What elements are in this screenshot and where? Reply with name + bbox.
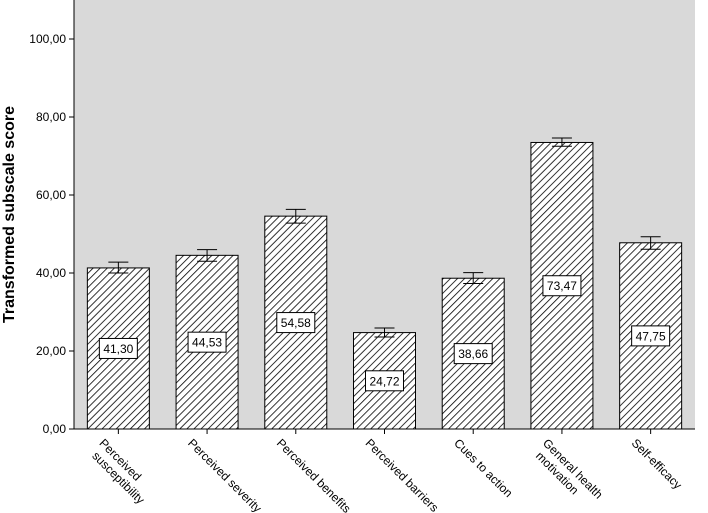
value-label: 44,53 <box>192 336 222 350</box>
x-tick-label: Perceived severity <box>185 436 264 513</box>
y-tick-label: 40,00 <box>36 266 66 280</box>
value-label: 47,75 <box>636 329 666 343</box>
value-label: 38,66 <box>458 347 488 361</box>
value-label-box <box>631 325 671 347</box>
value-label-box <box>276 312 316 334</box>
x-tick-label-line: Self-efficacy <box>629 436 685 492</box>
value-label-box <box>98 337 138 359</box>
value-label: 24,72 <box>369 374 399 388</box>
y-tick-label: 80,00 <box>36 110 66 124</box>
y-tick-label: 0,00 <box>43 422 67 436</box>
value-label-box <box>542 275 582 297</box>
y-axis: 0,00 20,00 40,00 60,00 80,00 100,00 <box>29 32 74 436</box>
value-label-box <box>365 370 404 392</box>
x-tick-label-line: Perceived benefits <box>274 436 354 513</box>
x-tick-label: Cues to action <box>451 436 515 500</box>
x-tick-label-line: Perceived barriers <box>363 436 442 513</box>
value-label: 54,58 <box>281 316 311 330</box>
value-label-box <box>187 331 227 353</box>
y-axis-title: Transformed subscale score <box>1 106 18 323</box>
x-tick-label: Perceived benefits <box>274 436 354 513</box>
value-label: 41,30 <box>103 342 133 356</box>
value-label-box <box>453 343 493 365</box>
value-label: 73,47 <box>547 279 577 293</box>
x-tick-label-line: Cues to action <box>451 436 515 500</box>
x-tick-label-line: Perceived severity <box>185 436 264 513</box>
bar <box>86 267 150 430</box>
y-tick-label: 60,00 <box>36 188 66 202</box>
y-tick-label: 20,00 <box>36 344 66 358</box>
x-tick-label: Self-efficacy <box>629 436 685 492</box>
y-tick-label: 100,00 <box>29 32 66 46</box>
bars: 41,30 44,53 54,58 24,72 38,66 73,47 47,75 <box>86 137 683 430</box>
x-tick-label: Perceived barriers <box>363 436 442 513</box>
